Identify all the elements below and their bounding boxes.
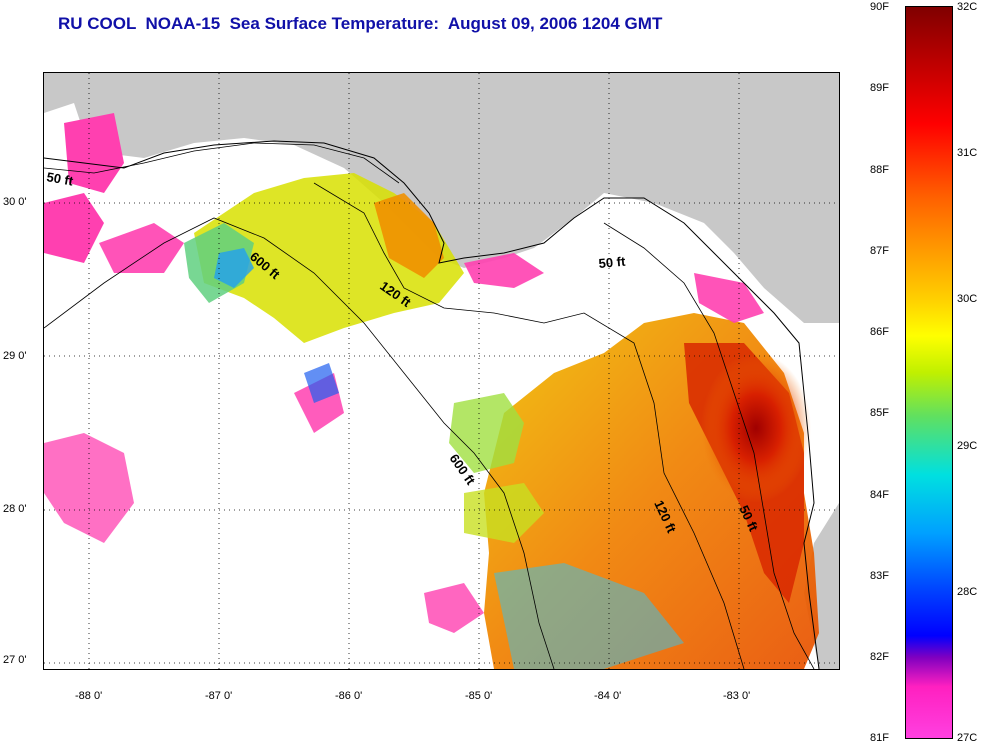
cb-f-88: 88F: [870, 164, 889, 176]
sst-map-svg: 50 ft 600 ft 120 ft 50 ft 600 ft 120 ft …: [44, 73, 839, 669]
lon-tick-84: -84 0': [594, 690, 622, 702]
lon-tick-86: -86 0': [335, 690, 363, 702]
sst-pink-coast: [464, 253, 544, 288]
map-title: RU COOL NOAA-15 Sea Surface Temperature:…: [58, 14, 663, 33]
cb-f-90: 90F: [870, 1, 889, 13]
sst-blue-mid: [304, 363, 339, 403]
lat-tick-30: 30 0': [3, 196, 27, 208]
cb-f-82: 82F: [870, 651, 889, 663]
contour-120-mid: [313, 182, 745, 669]
cb-c-28: 28C: [957, 586, 978, 598]
sst-pink-nw-bay: [64, 113, 124, 193]
cb-f-89: 89F: [870, 82, 889, 94]
contour-label-50-west: 50 ft: [45, 169, 75, 189]
contour-600-west: [44, 217, 555, 669]
cb-c-29: 29C: [957, 440, 978, 452]
sst-map: 50 ft 600 ft 120 ft 50 ft 600 ft 120 ft …: [43, 72, 840, 670]
sst-cool-nw: [214, 248, 254, 288]
land-mass-north: [44, 73, 839, 323]
cb-f-86: 86F: [870, 326, 889, 338]
sst-green-sw: [449, 393, 524, 473]
cb-f-85: 85F: [870, 407, 889, 419]
lat-tick-28: 28 0': [3, 503, 27, 515]
sst-yellow-east: [464, 483, 544, 543]
sst-pink-w2: [99, 223, 184, 273]
colorbar: [905, 6, 953, 739]
sst-hotspot: [701, 353, 811, 503]
cb-c-30: 30C: [957, 293, 978, 305]
sst-pink-w1: [44, 193, 104, 263]
sst-pink-east: [694, 273, 764, 323]
sst-pink-sw2: [424, 583, 484, 633]
cb-f-87: 87F: [870, 245, 889, 257]
cb-f-81: 81F: [870, 732, 889, 744]
sst-orange-coast-n: [374, 193, 444, 278]
coastline: [44, 140, 820, 669]
contour-50-west: [44, 142, 400, 184]
lon-tick-83: -83 0': [723, 690, 751, 702]
lon-tick-88: -88 0': [75, 690, 103, 702]
sst-cyan-south: [494, 563, 684, 669]
lon-tick-85: -85 0': [465, 690, 493, 702]
cb-f-83: 83F: [870, 570, 889, 582]
lat-tick-27: 27 0': [3, 654, 27, 666]
cb-c-31: 31C: [957, 147, 978, 159]
contour-50-east: [603, 222, 815, 669]
cb-c-27: 27C: [957, 732, 978, 744]
cb-c-32: 32C: [957, 1, 978, 13]
lat-tick-29: 29 0': [3, 350, 27, 362]
contour-label-50-east: 50 ft: [598, 254, 627, 271]
cb-f-84: 84F: [870, 489, 889, 501]
lon-tick-87: -87 0': [205, 690, 233, 702]
